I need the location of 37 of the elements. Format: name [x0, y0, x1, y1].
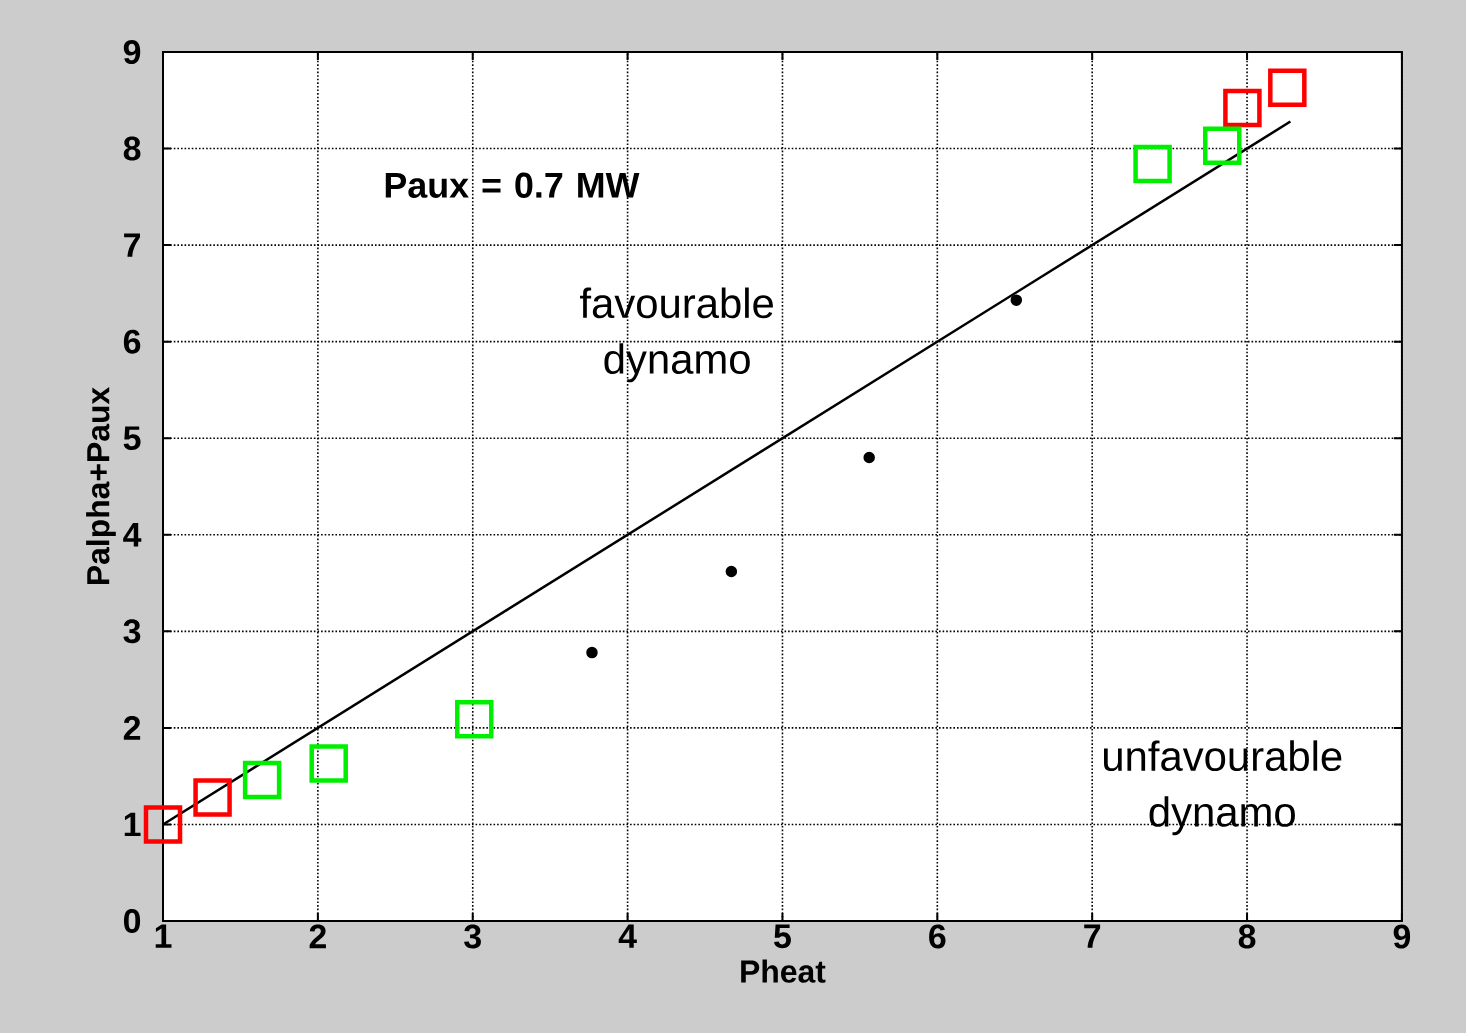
y-axis-title: Palpha+Paux [86, 387, 116, 585]
annotation: unfavourable dynamo [1104, 740, 1342, 836]
point [1268, 68, 1307, 107]
y-tick-label: 2 [123, 716, 141, 740]
y-tick-label: 3 [123, 619, 141, 644]
y-tick-label: 5 [123, 426, 141, 451]
point [725, 565, 738, 578]
x-tick-label: 8 [1238, 924, 1256, 949]
point [1223, 88, 1262, 128]
y-tick-label: 1 [124, 812, 141, 837]
point [1203, 126, 1242, 165]
point [1133, 144, 1172, 184]
x-tick-label: 2 [309, 924, 326, 949]
y-tick-label: 8 [123, 136, 141, 161]
y-tick-label: 6 [123, 329, 141, 354]
point [863, 451, 875, 464]
x-tick-label: 6 [929, 924, 946, 949]
point [143, 805, 183, 844]
y-tick-label: 0 [123, 909, 141, 933]
x-axis-title: Pheat [741, 959, 826, 983]
point [455, 699, 494, 739]
point [1010, 294, 1023, 306]
y-tick-label: 7 [124, 233, 140, 257]
x-tick-label: 7 [1084, 924, 1101, 948]
y-tick-label: 9 [123, 40, 141, 64]
x-tick-label: 3 [464, 924, 481, 949]
annotation: favourable dynamo [580, 287, 773, 383]
y-tick-label: 4 [123, 523, 142, 547]
x-tick-label: 1 [155, 924, 172, 948]
x-tick-label: 9 [1393, 924, 1411, 949]
point [309, 744, 348, 783]
annotation: Paux = 0.7 MW [385, 172, 640, 198]
x-tick-label: 5 [774, 924, 791, 949]
point [242, 760, 282, 800]
point [193, 778, 232, 817]
x-tick-label: 4 [618, 924, 637, 948]
point [586, 646, 598, 659]
